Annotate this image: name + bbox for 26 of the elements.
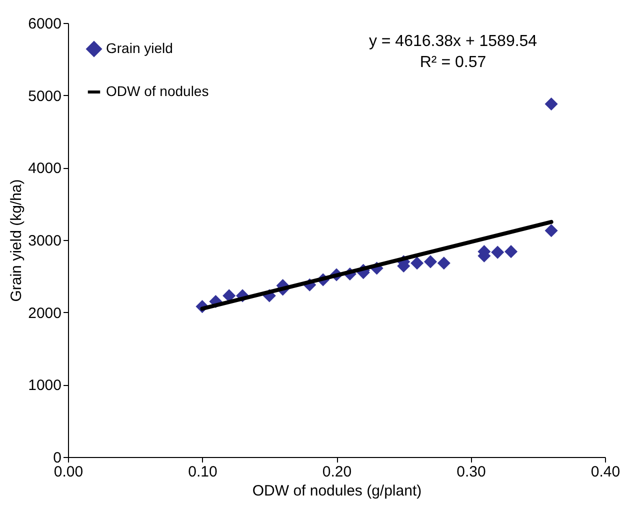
annotation: R² = 0.57 — [420, 54, 486, 71]
point — [410, 256, 424, 270]
x-axis-title: ODW of nodules (g/plant) — [252, 482, 422, 500]
legend-label: Grain yield — [106, 40, 173, 56]
y-tick-label: 1000 — [28, 377, 62, 394]
y-tick-label: 0 — [53, 450, 62, 466]
point — [491, 246, 504, 259]
legend-label: ODW of nodules — [106, 83, 209, 99]
y-tick-label: 3000 — [28, 232, 62, 250]
x-tick-label: 0.00 — [54, 464, 84, 480]
point — [437, 256, 450, 270]
point — [222, 289, 236, 302]
y-tick-label: 2000 — [28, 304, 62, 322]
y-tick-label: 4000 — [28, 160, 62, 178]
annotation: y = 4616.38x + 1589.54 — [368, 33, 538, 50]
point — [544, 97, 558, 111]
x-tick-label: 0.10 — [188, 464, 218, 480]
point — [544, 224, 558, 238]
point — [424, 255, 437, 268]
y-tick-label: 5000 — [28, 88, 62, 105]
x-tick-label: 0.30 — [456, 464, 486, 480]
x-tick-label: 0.20 — [322, 464, 352, 480]
y-tick-label: 6000 — [28, 16, 62, 32]
point — [504, 245, 518, 258]
x-tick-label: 0.40 — [590, 464, 620, 480]
y-axis-title: Grain yield (kg/ha) — [8, 179, 26, 302]
